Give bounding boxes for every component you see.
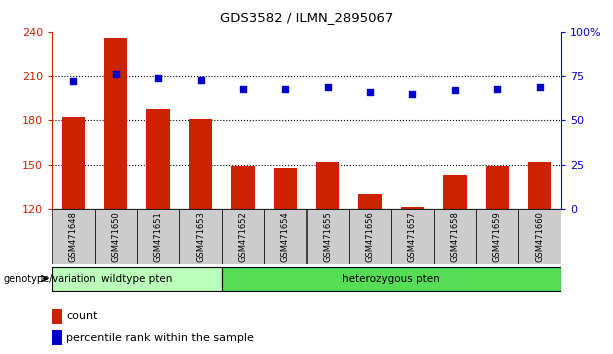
- Bar: [264, 209, 306, 264]
- Text: GSM471658: GSM471658: [451, 212, 459, 262]
- Bar: [52, 330, 63, 345]
- Text: GDS3582 / ILMN_2895067: GDS3582 / ILMN_2895067: [220, 11, 393, 24]
- Text: GSM471650: GSM471650: [111, 212, 120, 262]
- Text: GSM471651: GSM471651: [154, 212, 162, 262]
- Text: GSM471657: GSM471657: [408, 212, 417, 262]
- Text: GSM471655: GSM471655: [323, 212, 332, 262]
- Bar: [62, 118, 85, 209]
- Bar: [519, 209, 561, 264]
- Point: [69, 79, 78, 84]
- Bar: [273, 167, 297, 209]
- Point: [238, 86, 248, 91]
- Point: [196, 77, 205, 82]
- Bar: [485, 166, 509, 209]
- Bar: [52, 309, 63, 324]
- Point: [535, 84, 544, 90]
- Point: [153, 75, 163, 81]
- Bar: [94, 209, 137, 264]
- Bar: [306, 209, 349, 264]
- Point: [111, 72, 121, 77]
- Bar: [222, 267, 561, 291]
- Bar: [189, 119, 212, 209]
- Point: [408, 91, 417, 97]
- Text: GSM471653: GSM471653: [196, 212, 205, 262]
- Point: [280, 86, 290, 91]
- Bar: [391, 209, 433, 264]
- Bar: [179, 209, 222, 264]
- Bar: [147, 109, 170, 209]
- Text: GSM471652: GSM471652: [238, 212, 248, 262]
- Bar: [359, 194, 382, 209]
- Text: wildtype pten: wildtype pten: [101, 274, 173, 284]
- Bar: [443, 175, 466, 209]
- Text: genotype/variation: genotype/variation: [3, 274, 96, 284]
- Bar: [231, 166, 254, 209]
- Point: [450, 87, 460, 93]
- Bar: [222, 209, 264, 264]
- Text: GSM471660: GSM471660: [535, 212, 544, 262]
- Bar: [528, 162, 551, 209]
- Text: percentile rank within the sample: percentile rank within the sample: [66, 332, 254, 343]
- Text: GSM471656: GSM471656: [365, 212, 375, 262]
- Bar: [316, 162, 340, 209]
- Bar: [52, 267, 222, 291]
- Bar: [52, 209, 94, 264]
- Bar: [476, 209, 519, 264]
- Point: [365, 89, 375, 95]
- Bar: [137, 209, 180, 264]
- Text: GSM471654: GSM471654: [281, 212, 290, 262]
- Bar: [401, 207, 424, 209]
- Text: GSM471648: GSM471648: [69, 212, 78, 262]
- Point: [492, 86, 502, 91]
- Text: count: count: [66, 311, 97, 321]
- Bar: [349, 209, 391, 264]
- Text: heterozygous pten: heterozygous pten: [343, 274, 440, 284]
- Text: GSM471659: GSM471659: [493, 212, 502, 262]
- Bar: [104, 38, 128, 209]
- Point: [323, 84, 333, 90]
- Bar: [434, 209, 476, 264]
